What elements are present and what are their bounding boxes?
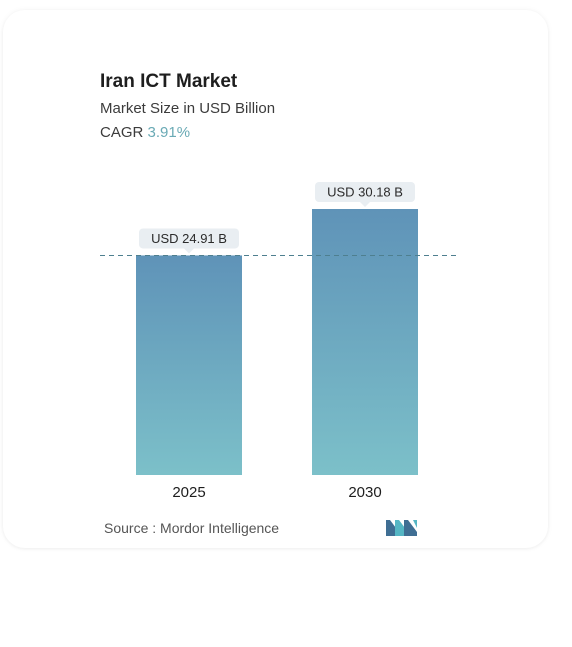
chart-card (3, 10, 548, 548)
cagr-value: 3.91% (147, 124, 191, 141)
x-tick-label-2025: 2025 (172, 484, 205, 501)
value-label-pointer-2025 (184, 248, 194, 254)
value-label-bg-2030 (315, 182, 415, 202)
value-label-bg-2025 (139, 228, 239, 249)
value-label-2030: USD 30.18 B (327, 185, 403, 200)
value-label-2025: USD 24.91 B (151, 231, 227, 246)
value-label-pointer-2030 (360, 202, 370, 207)
x-tick-label-2030: 2030 (348, 484, 381, 501)
bar-2030 (312, 209, 418, 475)
bar-chart: USD 24.91 B 2025 USD 30.18 B 2030 (100, 182, 457, 501)
chart-subtitle: Market Size in USD Billion (100, 100, 276, 117)
source-label: Source : (104, 520, 157, 536)
cagr-label: CAGR (100, 124, 144, 141)
chart-title: Iran ICT Market (100, 71, 238, 92)
source-note: Source : Mordor Intelligence (104, 520, 279, 536)
source-name: Mordor Intelligence (160, 520, 280, 536)
bar-2025 (136, 255, 242, 475)
cagr-line: CAGR 3.91% (100, 124, 190, 141)
mordor-intelligence-logo (386, 520, 417, 536)
